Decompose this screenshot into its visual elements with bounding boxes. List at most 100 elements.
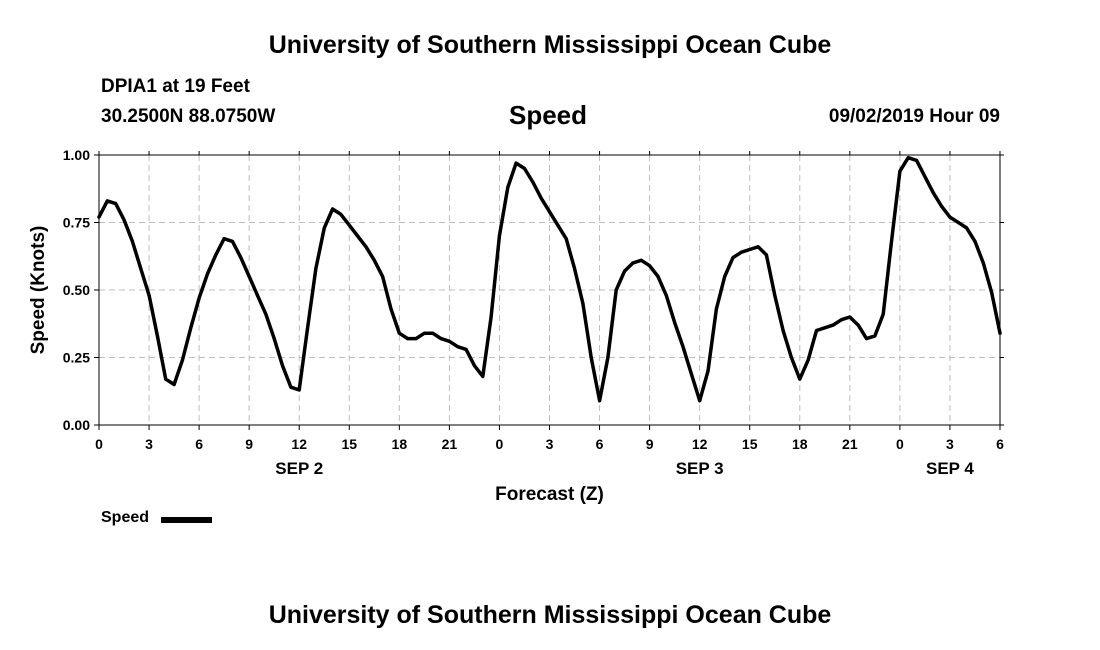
data-point: [831, 323, 835, 327]
x-tick-label: 0: [95, 436, 103, 452]
x-axis-title: Forecast (Z): [495, 484, 604, 505]
x-tick-label: 0: [896, 436, 904, 452]
data-point: [931, 191, 935, 195]
data-point: [97, 215, 101, 219]
data-point: [422, 331, 426, 335]
data-point: [948, 215, 952, 219]
data-point: [497, 234, 501, 238]
data-point: [306, 326, 310, 330]
data-point: [881, 312, 885, 316]
y-axis-title: Speed (Knots): [28, 226, 49, 355]
y-tick-label: 0.50: [63, 282, 90, 298]
y-tick-label: 0.25: [63, 350, 90, 366]
data-point: [297, 388, 301, 392]
data-point: [848, 315, 852, 319]
data-point: [489, 315, 493, 319]
x-tick-label: 15: [341, 436, 357, 452]
data-point: [372, 258, 376, 262]
data-point: [381, 275, 385, 278]
data-point: [706, 369, 710, 373]
data-point: [105, 199, 109, 203]
page-title: University of Southern Mississippi Ocean…: [268, 31, 832, 59]
data-point: [923, 175, 927, 179]
data-point: [314, 266, 318, 270]
legend-label: Speed: [101, 509, 150, 526]
data-point: [139, 266, 143, 270]
data-point: [748, 248, 752, 251]
data-point: [189, 326, 193, 330]
x-tick-label: 12: [692, 436, 708, 452]
data-point: [773, 293, 777, 297]
data-point: [956, 221, 960, 224]
data-point: [598, 399, 602, 403]
data-point: [756, 245, 760, 249]
data-point: [648, 264, 652, 268]
data-point: [539, 196, 543, 200]
data-point: [581, 302, 585, 305]
data-point: [114, 202, 118, 206]
data-point: [180, 358, 184, 362]
data-point: [698, 399, 702, 403]
data-point: [397, 331, 401, 335]
data-point: [456, 345, 460, 349]
x-tick-label: 6: [596, 436, 604, 452]
data-point: [789, 356, 793, 359]
data-point: [414, 337, 418, 341]
chart-title: Speed: [509, 100, 588, 130]
data-point: [714, 307, 718, 311]
data-point: [331, 207, 335, 211]
data-point: [606, 356, 610, 359]
data-point: [122, 218, 126, 222]
data-point: [347, 223, 351, 227]
data-point: [322, 226, 326, 230]
data-point: [130, 239, 134, 243]
data-point: [965, 226, 969, 230]
x-tick-label: 3: [546, 436, 554, 452]
data-point: [798, 377, 802, 381]
x-tick-label: 21: [442, 436, 458, 452]
x-tick-label: 18: [392, 436, 408, 452]
data-point: [614, 288, 618, 292]
data-point: [840, 318, 843, 322]
data-point: [723, 275, 727, 278]
data-point: [523, 167, 526, 170]
x-tick-label: 6: [996, 436, 1004, 452]
x-tick-label: 12: [291, 436, 307, 452]
data-point: [447, 339, 451, 343]
data-point: [764, 253, 768, 257]
y-tick-label: 1.00: [63, 147, 90, 163]
x-tick-label: 0: [496, 436, 504, 452]
x-tick-label: 9: [646, 436, 654, 452]
data-point: [623, 269, 627, 273]
data-point: [898, 169, 902, 173]
data-point: [256, 293, 259, 297]
data-point: [214, 253, 218, 257]
data-point: [389, 307, 393, 311]
x-tick-label: 3: [946, 436, 954, 452]
data-point: [506, 185, 510, 189]
data-point: [514, 161, 518, 165]
data-point: [406, 337, 410, 341]
data-point: [806, 358, 810, 362]
y-tick-label: 0.75: [63, 215, 90, 231]
data-point: [673, 320, 677, 324]
data-point: [197, 296, 201, 300]
day-label: SEP 3: [676, 459, 724, 478]
station-label: DPIA1 at 19 Feet: [101, 76, 250, 97]
data-point: [915, 158, 919, 162]
data-point: [656, 275, 660, 278]
data-point: [164, 377, 168, 381]
data-point: [281, 364, 284, 368]
footer-title: University of Southern Mississippi Ocean…: [268, 601, 832, 629]
data-point: [823, 326, 827, 330]
data-point: [865, 337, 868, 341]
x-tick-label: 21: [842, 436, 858, 452]
data-point: [890, 239, 893, 243]
data-point: [781, 329, 785, 332]
data-point: [998, 331, 1002, 335]
x-tick-label: 18: [792, 436, 808, 452]
data-point: [906, 156, 910, 160]
x-tick-label: 15: [742, 436, 758, 452]
data-point: [573, 266, 576, 270]
